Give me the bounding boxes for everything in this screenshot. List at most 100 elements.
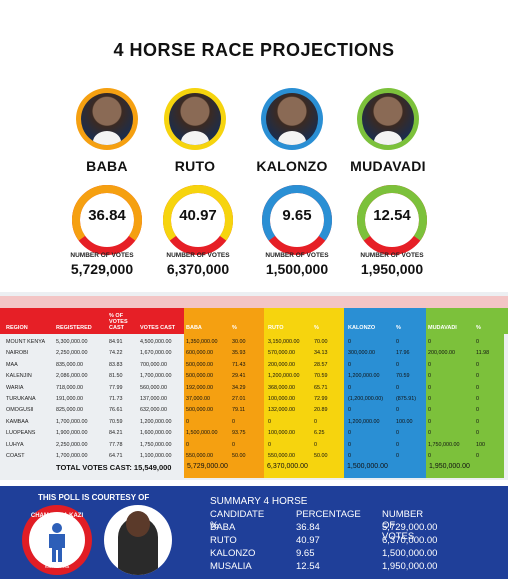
table-cell: 0 (476, 384, 479, 391)
table-header-cell: % OF VOTES CAST (109, 313, 128, 331)
candidate-column-band (344, 334, 426, 478)
table-cell: 0 (428, 430, 431, 437)
summary-cell: MUSALIA (210, 561, 252, 572)
table-cell: 1,750,000.00 (428, 441, 460, 448)
candidate-column-band (184, 334, 264, 478)
table-cell: 77.99 (109, 384, 123, 391)
candidate-baba: BABA (62, 88, 152, 174)
table-header-cell: % (314, 325, 319, 331)
table-cell: 0 (428, 407, 431, 414)
header-band (184, 308, 264, 334)
table-cell: 5,300,000.00 (56, 339, 88, 345)
table-header-cell: KALONZO (348, 325, 376, 331)
table-cell: 65.71 (314, 384, 328, 391)
table-cell: 0 (428, 453, 431, 459)
table-row: OMOGUSII 825,000.00 76.61 632,000.00 500,000… (0, 404, 508, 416)
table-cell: 200,000.00 (428, 350, 455, 357)
table-cell: WARIA (6, 384, 24, 391)
avatar (164, 88, 226, 150)
summary-cell: 1,500,000.00 (382, 548, 438, 559)
gauge-ruto: 40.97 (161, 183, 235, 257)
table-cell: 632,000.00 (140, 407, 167, 414)
table-cell: 0 (428, 396, 431, 402)
table-row: MAA 835,000.00 83.83 700,000.00 500,000.00 71… (0, 359, 508, 371)
avatar (76, 88, 138, 150)
table-cell: 0 (476, 430, 479, 437)
table-cell: 6.25 (314, 430, 325, 437)
table-cell: KAMBAA (6, 418, 29, 425)
table-cell: 3,150,000.00 (268, 339, 300, 345)
table-cell: 1,700,000.00 (56, 418, 88, 425)
table-cell: 1,670,000.00 (140, 350, 172, 357)
table-cell: 0 (476, 339, 479, 345)
avatar (357, 88, 419, 150)
gauge-ring (357, 185, 427, 255)
table-cell: 71.43 (232, 361, 246, 368)
table-cell: MOUNT KENYA (6, 339, 46, 345)
table-header-cell: RUTO (268, 325, 284, 331)
table-header-cell: % (476, 325, 481, 331)
table-cell: 191,000.00 (56, 396, 83, 402)
votes-ruto: NUMBER OF VOTES 6,370,000 (148, 252, 248, 277)
votes-kalonzo: NUMBER OF VOTES 1,500,000 (247, 252, 347, 277)
table-cell: NAIROBI (6, 350, 29, 357)
header-band (0, 308, 184, 334)
table-row: WARIA 718,000.00 77.99 560,000.00 192,000.00… (0, 382, 508, 394)
table-row: KAMBAA 1,700,000.00 70.59 1,200,000.00 0 0 0 0 1… (0, 416, 508, 428)
summary-cell: BABA (210, 522, 236, 533)
table-cell: 0 (314, 441, 317, 448)
table-cell: 70.59 (314, 373, 328, 380)
table-header-cell: BABA (186, 325, 202, 331)
table-cell: 93.75 (232, 430, 246, 437)
table-cell: 0 (476, 418, 479, 425)
table-cell: 0 (396, 407, 399, 414)
table-cell: 1,350,000.00 (186, 339, 218, 345)
table-cell: 0 (232, 441, 235, 448)
candidate-name: BABA (86, 158, 128, 174)
table-cell: 0 (232, 418, 235, 425)
table-cell: 0 (428, 339, 431, 345)
table-cell: 550,000.00 (186, 453, 213, 459)
page-title: 4 HORSE RACE PROJECTIONS (113, 40, 395, 60)
table-cell: 28.57 (314, 361, 328, 368)
total-votes-label: TOTAL VOTES CAST: 15,549,000 (56, 463, 172, 472)
table-row: KALENJIN 2,086,000.00 81.50 1,700,000.00 500… (0, 370, 508, 382)
table-cell: 29.41 (232, 373, 246, 380)
table-cell: 1,750,000.00 (140, 441, 172, 448)
candidate-name: RUTO (174, 158, 216, 174)
table-cell: 500,000.00 (186, 361, 213, 368)
gauge-arc (262, 185, 332, 241)
logo-subtext: Kazi Na Pesa (44, 564, 70, 569)
table-cell: 70.59 (396, 373, 410, 380)
table-header-cell: MUDAVADI (428, 325, 457, 331)
total-cell: 6,370,000.00 (267, 463, 308, 470)
gauge-ring (72, 185, 142, 255)
candidate-column-band (426, 334, 504, 478)
table-cell: 50.00 (232, 453, 246, 459)
table-cell: 72.99 (314, 396, 328, 402)
table-cell: 0 (314, 418, 317, 425)
table-cell: 1,900,000.00 (56, 430, 88, 437)
table-cell: 2,086,000.00 (56, 373, 88, 380)
table-cell: 0 (476, 373, 479, 380)
votes-number: 5,729,000 (70, 261, 134, 277)
votes-number: 1,500,000 (265, 261, 329, 277)
votes-label: NUMBER OF VOTES (360, 252, 424, 259)
table-cell: 0 (396, 430, 399, 437)
summary-cell: 9.65 (296, 548, 315, 559)
table-cell: 20.89 (314, 407, 328, 414)
summary-title: SUMMARY 4 HORSE (210, 496, 308, 507)
table-cell: 500,000.00 (186, 373, 213, 380)
percentage-value: 36.84 (88, 207, 126, 224)
gauge-ring (163, 185, 233, 255)
table-cell: 835,000.00 (56, 361, 83, 368)
logo-text: CHAMA CHA KAZI (30, 513, 84, 519)
table-cell: 700,000.00 (140, 361, 167, 368)
table-cell: LUOPEANS (6, 430, 36, 437)
table-cell: 192,000.00 (186, 384, 213, 391)
table-cell: 0 (428, 418, 431, 425)
table-cell: 1,600,000.00 (140, 430, 172, 437)
summary-header: CANDIDATE % (210, 509, 265, 531)
table-cell: 100,000.00 (268, 430, 295, 437)
candidate-kalonzo: KALONZO (247, 88, 337, 174)
